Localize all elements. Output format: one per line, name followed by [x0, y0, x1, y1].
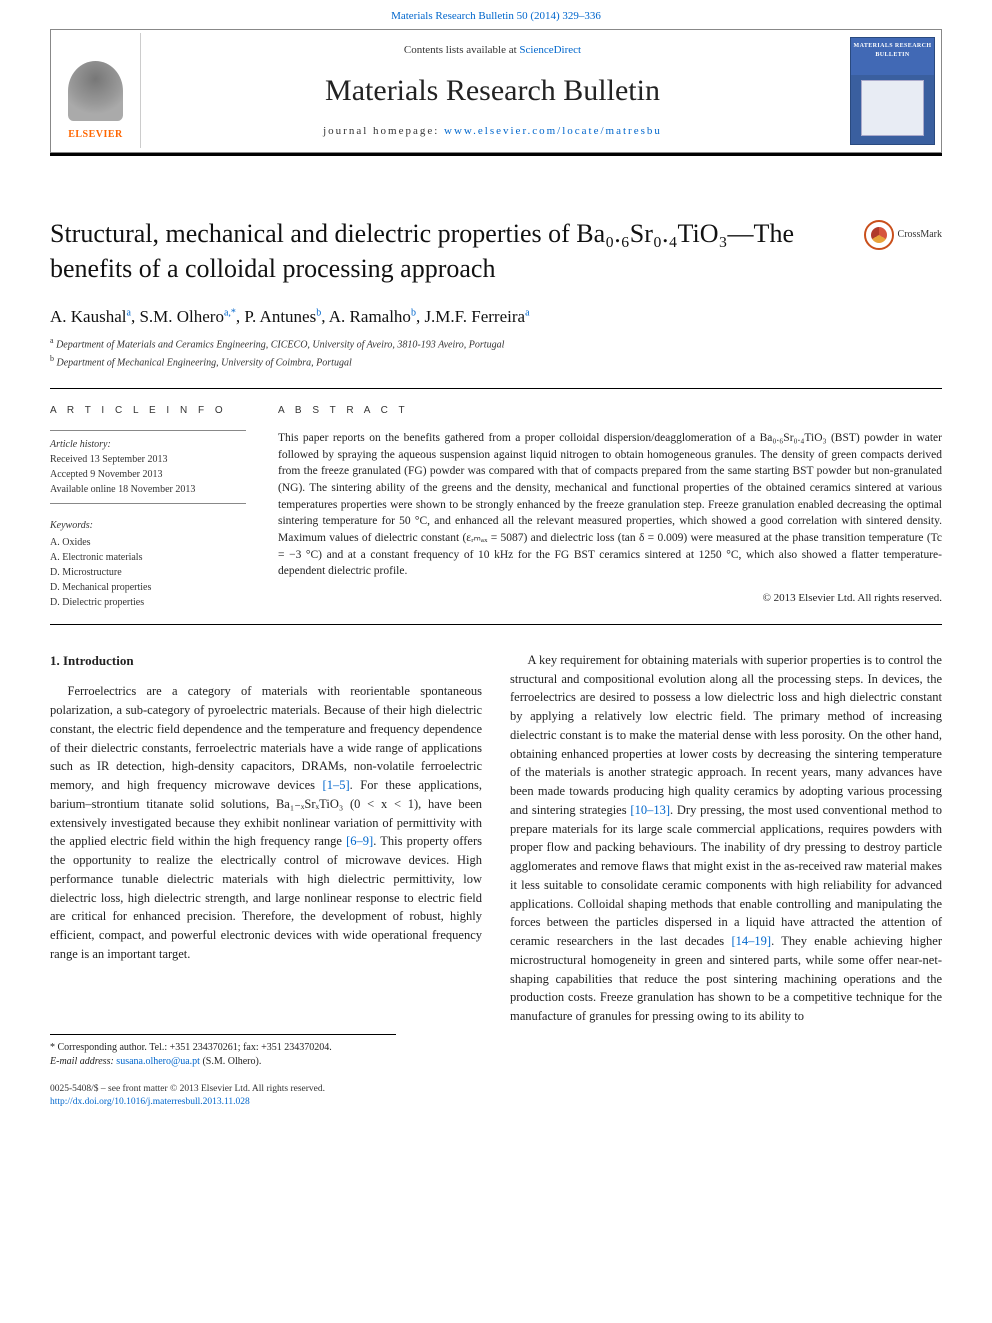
homepage-link[interactable]: www.elsevier.com/locate/matresbu	[444, 125, 662, 137]
contents-prefix: Contents lists available at	[404, 44, 519, 56]
crossmark-icon	[864, 220, 894, 250]
sciencedirect-link[interactable]: ScienceDirect	[519, 44, 581, 56]
abstract-heading: A B S T R A C T	[278, 403, 942, 418]
intro2-text-b: . Dry pressing, the most used convention…	[510, 803, 942, 948]
history-label: Article history:	[50, 437, 246, 452]
elsevier-tree-icon	[68, 61, 123, 121]
info-abstract-row: A R T I C L E I N F O Article history: R…	[50, 388, 942, 625]
author-2-corresp[interactable]: *	[231, 307, 236, 318]
author-5-aff[interactable]: a	[525, 307, 529, 318]
affiliation-a: a Department of Materials and Ceramics E…	[50, 335, 942, 352]
journal-cover-title: MATERIALS RESEARCH BULLETIN	[851, 38, 934, 64]
corresponding-author-footnote: * Corresponding author. Tel.: +351 23437…	[50, 1034, 396, 1069]
footnote-email-suffix: (S.M. Olhero).	[200, 1056, 261, 1067]
journal-header: ELSEVIER Contents lists available at Sci…	[50, 29, 942, 156]
article-title: Structural, mechanical and dielectric pr…	[50, 216, 844, 286]
author-2-aff[interactable]: a,	[224, 307, 231, 318]
section-1-heading: 1. Introduction	[50, 651, 482, 671]
ref-link-1-5[interactable]: [1–5]	[323, 778, 350, 792]
abstract-text: This paper reports on the benefits gathe…	[278, 430, 942, 580]
journal-name: Materials Research Bulletin	[153, 68, 832, 113]
author-2: S.M. Olhero	[139, 307, 224, 326]
intro-text-c: . This property offers the opportunity t…	[50, 834, 482, 961]
keyword-item: D. Microstructure	[50, 565, 246, 580]
author-3: P. Antunes	[244, 307, 316, 326]
history-accepted: Accepted 9 November 2013	[50, 467, 246, 482]
history-online: Available online 18 November 2013	[50, 482, 246, 497]
author-1-aff[interactable]: a	[126, 307, 130, 318]
header-center: Contents lists available at ScienceDirec…	[141, 30, 844, 152]
issn-copyright: 0025-5408/$ – see front matter © 2013 El…	[50, 1083, 942, 1096]
abstract-copyright: © 2013 Elsevier Ltd. All rights reserved…	[278, 590, 942, 607]
author-1: A. Kaushal	[50, 307, 126, 326]
footnote-email-label: E-mail address:	[50, 1056, 116, 1067]
body-column-left: 1. Introduction Ferroelectrics are a cat…	[50, 651, 482, 1069]
elsevier-logo: ELSEVIER	[51, 33, 141, 148]
doi-link[interactable]: http://dx.doi.org/10.1016/j.materresbull…	[50, 1097, 250, 1107]
abstract: A B S T R A C T This paper reports on th…	[260, 389, 942, 624]
ref-link-14-19[interactable]: [14–19]	[731, 934, 771, 948]
author-4-aff[interactable]: b	[411, 307, 416, 318]
contents-line: Contents lists available at ScienceDirec…	[153, 42, 832, 59]
journal-cover: MATERIALS RESEARCH BULLETIN	[850, 37, 935, 145]
aff-a-text: Department of Materials and Ceramics Eng…	[56, 340, 504, 351]
article-info: A R T I C L E I N F O Article history: R…	[50, 389, 260, 624]
footnote-email-link[interactable]: susana.olhero@ua.pt	[116, 1056, 200, 1067]
top-citation-link[interactable]: Materials Research Bulletin 50 (2014) 32…	[0, 0, 992, 29]
keyword-item: D. Dielectric properties	[50, 595, 246, 610]
homepage-prefix: journal homepage:	[323, 125, 444, 137]
header-inner: ELSEVIER Contents lists available at Sci…	[50, 29, 942, 153]
body-column-right: A key requirement for obtaining material…	[510, 651, 942, 1069]
keyword-item: A. Oxides	[50, 535, 246, 550]
aff-b-sup: b	[50, 354, 54, 363]
bottom-meta: 0025-5408/$ – see front matter © 2013 El…	[50, 1083, 942, 1110]
footnote-corresp: Corresponding author. Tel.: +351 2343702…	[55, 1042, 332, 1053]
keyword-item: D. Mechanical properties	[50, 580, 246, 595]
elsevier-label: ELSEVIER	[68, 127, 123, 142]
ref-link-6-9[interactable]: [6–9]	[346, 834, 373, 848]
title-block: Structural, mechanical and dielectric pr…	[50, 216, 942, 286]
keywords-label: Keywords:	[50, 518, 246, 533]
aff-a-sup: a	[50, 336, 54, 345]
keywords-list: A. Oxides A. Electronic materials D. Mic…	[50, 535, 246, 610]
authors-line: A. Kaushala, S.M. Olheroa,*, P. Antunesb…	[50, 304, 942, 330]
author-3-aff[interactable]: b	[316, 307, 321, 318]
intro-paragraph-1: Ferroelectrics are a category of materia…	[50, 682, 482, 963]
homepage-line: journal homepage: www.elsevier.com/locat…	[153, 123, 832, 140]
crossmark-badge[interactable]: CrossMark	[864, 220, 942, 250]
body-columns: 1. Introduction Ferroelectrics are a cat…	[50, 651, 942, 1069]
journal-cover-image	[861, 80, 924, 136]
ref-link-10-13[interactable]: [10–13]	[630, 803, 670, 817]
intro2-text-a: A key requirement for obtaining material…	[510, 653, 942, 817]
article-history: Article history: Received 13 September 2…	[50, 430, 246, 504]
aff-b-text: Department of Mechanical Engineering, Un…	[57, 357, 352, 368]
author-4: A. Ramalho	[329, 307, 411, 326]
affiliation-b: b Department of Mechanical Engineering, …	[50, 353, 942, 370]
article-info-heading: A R T I C L E I N F O	[50, 403, 246, 418]
history-received: Received 13 September 2013	[50, 452, 246, 467]
author-5: J.M.F. Ferreira	[424, 307, 525, 326]
crossmark-label: CrossMark	[898, 227, 942, 242]
intro-paragraph-2: A key requirement for obtaining material…	[510, 651, 942, 1026]
intro-text-a: Ferroelectrics are a category of materia…	[50, 684, 482, 792]
keyword-item: A. Electronic materials	[50, 550, 246, 565]
affiliations: a Department of Materials and Ceramics E…	[50, 335, 942, 370]
